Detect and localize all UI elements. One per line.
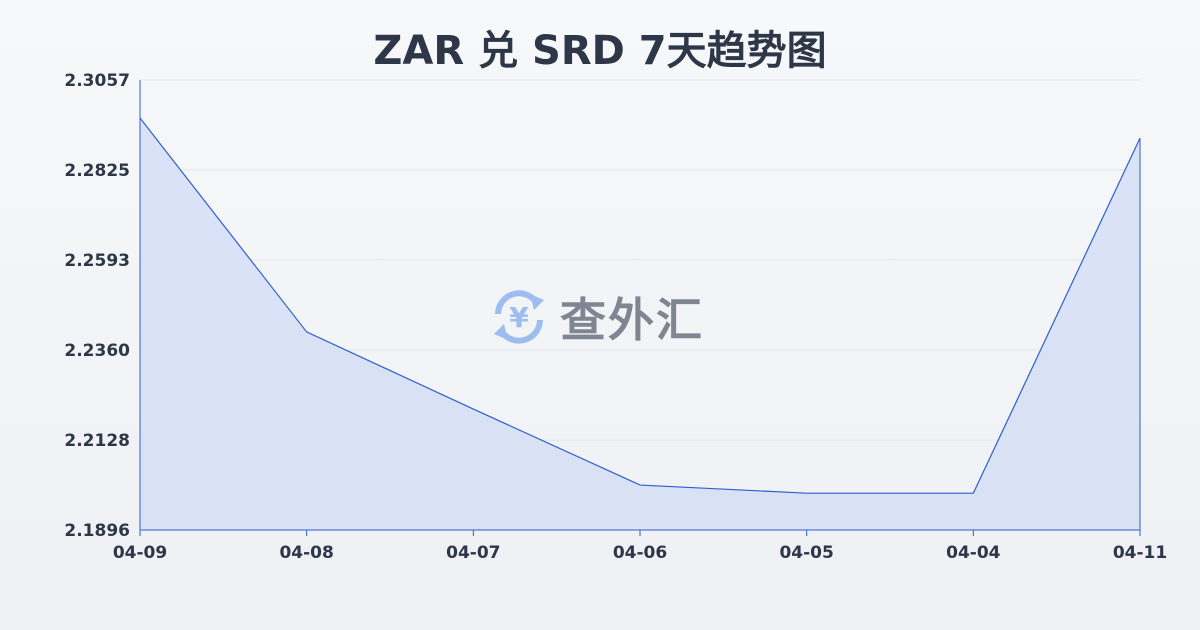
x-tick-label: 04-11	[1113, 543, 1167, 563]
x-tick-label: 04-06	[613, 543, 667, 563]
chart-title: ZAR 兑 SRD 7天趋势图	[373, 28, 827, 74]
x-tick-label: 04-04	[946, 543, 1001, 563]
watermark-text: 查外汇	[560, 293, 704, 347]
area-fill	[140, 117, 1140, 530]
svg-text:¥: ¥	[509, 301, 529, 334]
y-tick-label: 2.2593	[64, 251, 130, 271]
watermark: ¥ 查外汇	[488, 284, 704, 350]
x-tick-label: 04-09	[113, 543, 167, 563]
y-tick-label: 2.1896	[64, 521, 130, 541]
x-tick-label: 04-05	[779, 543, 833, 563]
x-tick-label: 04-08	[279, 543, 333, 563]
y-tick-label: 2.3057	[64, 71, 130, 91]
y-tick-label: 2.2825	[64, 161, 130, 181]
yen-exchange-icon: ¥	[494, 290, 544, 344]
y-tick-label: 2.2128	[64, 431, 130, 451]
y-tick-label: 2.2360	[64, 341, 130, 361]
x-tick-label: 04-07	[446, 543, 500, 563]
